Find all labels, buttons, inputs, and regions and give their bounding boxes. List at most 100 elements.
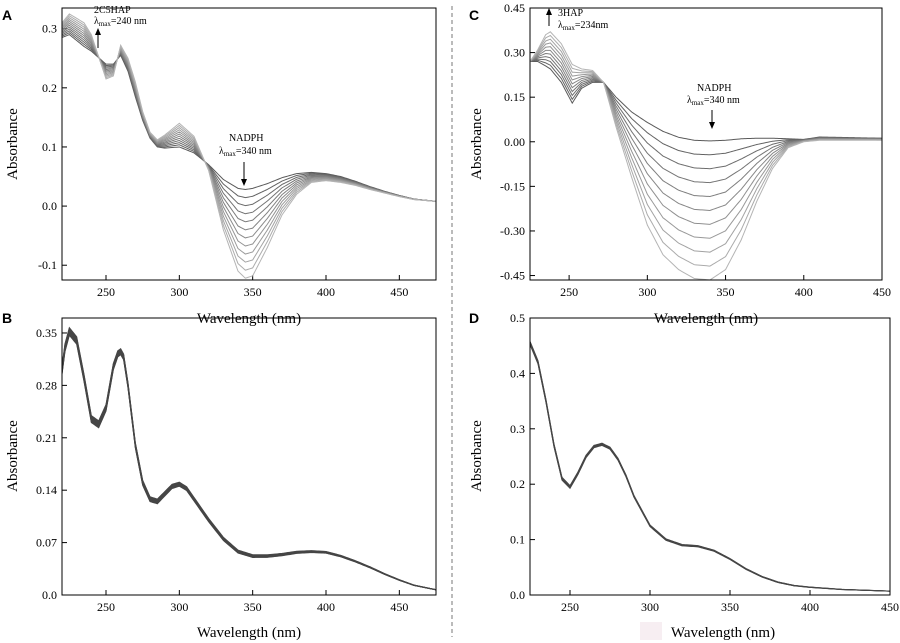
y-tick-label: 0.2 — [510, 477, 525, 491]
x-tick-label: 300 — [170, 285, 188, 299]
spectrum-line — [530, 342, 890, 592]
annotation-nadph: NADPH λmax=340 nm — [687, 83, 740, 129]
spectrum-line — [530, 56, 882, 184]
panel-letter-d: D — [469, 310, 479, 326]
y-tick-label: -0.45 — [500, 269, 525, 283]
y-tick-label: 0.0 — [510, 588, 525, 602]
x-tick-label: 350 — [717, 285, 735, 299]
y-tick-label: 0.15 — [504, 90, 525, 104]
y-tick-label: 0.07 — [36, 536, 57, 550]
x-tick-label: 450 — [390, 285, 408, 299]
y-tick-label: 0.1 — [42, 140, 57, 154]
x-tick-label: 400 — [795, 285, 813, 299]
plot-frame — [529, 317, 891, 596]
spectrum-line — [530, 31, 882, 280]
x-tick-label: 250 — [97, 600, 115, 614]
spectrum-line — [62, 332, 436, 591]
spectrum-line — [530, 343, 890, 592]
annotation-3hap: 3HAP λmax=234nm — [546, 8, 609, 32]
annotation-compound: NADPH — [229, 133, 263, 144]
y-tick-label: 0.45 — [504, 1, 525, 15]
x-tick-label: 350 — [244, 285, 262, 299]
annotation-compound: NADPH — [697, 83, 731, 94]
spectrum-line — [530, 58, 882, 170]
plot-frame — [529, 7, 883, 281]
y-tick-label: 0.2 — [42, 81, 57, 95]
spectrum-line — [530, 344, 890, 592]
y-tick-label: 0.0 — [42, 588, 57, 602]
spectrum-line — [62, 329, 436, 591]
panel-b: B 250 300 350 400 450 0.0 0.07 0.14 0.21 0.28 0.35… — [2, 310, 437, 641]
y-tick-label: 0.4 — [510, 366, 525, 380]
y-axis-label: Absorbance — [469, 420, 485, 492]
annotation-compound: 2C5HAP — [94, 5, 131, 16]
spectrum-line — [62, 333, 436, 591]
x-tick-label: 400 — [801, 600, 819, 614]
y-tick-label: 0.14 — [36, 483, 57, 497]
spectrum-line — [62, 329, 436, 591]
y-axis-label: Absorbance — [5, 420, 21, 492]
spectrum-line — [62, 334, 436, 591]
plot-frame — [61, 7, 437, 281]
panel-letter-b: B — [2, 310, 12, 326]
x-tick-label: 450 — [390, 600, 408, 614]
y-axis-label: Absorbance — [469, 108, 485, 180]
arrowhead-icon — [546, 8, 552, 15]
y-tick-label: 0.21 — [36, 431, 57, 445]
y-tick-label: 0.35 — [36, 326, 57, 340]
x-tick-label: 350 — [721, 600, 739, 614]
annotation-2c5hap: 2C5HAP λmax=240 nm — [94, 5, 147, 48]
x-tick-label: 250 — [560, 285, 578, 299]
x-tick-label: 400 — [317, 600, 335, 614]
plot-frame — [61, 317, 437, 596]
y-tick-label: 0.3 — [42, 22, 57, 36]
y-tick-label: -0.15 — [500, 179, 525, 193]
label-highlight — [640, 622, 662, 640]
spectrum-line — [62, 326, 436, 591]
annotation-compound: 3HAP — [558, 8, 583, 19]
annotation-lambda: λmax=340 nm — [219, 146, 272, 158]
y-tick-label: 0.28 — [36, 378, 57, 392]
x-tick-label: 300 — [641, 600, 659, 614]
panel-a: A 250 300 350 400 450 -0.1 0.0 0.1 0.2 0.3 Wavele… — [2, 5, 437, 327]
x-axis-label: Wavelength (nm) — [671, 625, 775, 641]
arrowhead-icon — [241, 179, 247, 186]
y-tick-label: -0.30 — [500, 224, 525, 238]
x-tick-label: 450 — [881, 600, 899, 614]
y-tick-label: 0.5 — [510, 311, 525, 325]
y-tick-label: 0.1 — [510, 533, 525, 547]
x-tick-label: 450 — [873, 285, 891, 299]
spectrum-line — [62, 327, 436, 591]
spectrum-line — [530, 341, 890, 592]
panel-d: D 250 300 350 400 450 0.0 0.1 0.2 0.3 0.4 0.5 Wave… — [469, 310, 899, 641]
spectrum-line — [62, 331, 436, 591]
annotation-lambda: λmax=234nm — [558, 20, 609, 32]
annotation-lambda: λmax=240 nm — [94, 16, 147, 28]
x-tick-label: 300 — [170, 600, 188, 614]
y-tick-label: 0.00 — [504, 135, 525, 149]
spectrum-line — [62, 34, 436, 202]
y-tick-label: 0.30 — [504, 46, 525, 60]
y-tick-label: 0.3 — [510, 422, 525, 436]
spectrum-line — [530, 343, 890, 592]
spectrum-line — [530, 341, 890, 592]
panel-c: C 250 300 350 400 450 -0.45 -0.30 -0.15 0.00 0.15… — [469, 1, 891, 327]
panel-letter-c: C — [469, 7, 479, 23]
panel-letter-a: A — [2, 7, 12, 23]
annotation-lambda: λmax=340 nm — [687, 95, 740, 107]
x-tick-label: 250 — [97, 285, 115, 299]
y-tick-label: 0.0 — [42, 199, 57, 213]
x-axis-label: Wavelength (nm) — [654, 311, 758, 327]
y-axis-label: Absorbance — [5, 108, 21, 180]
spectrum-line — [62, 330, 436, 591]
x-tick-label: 350 — [244, 600, 262, 614]
spectrum-line — [62, 328, 436, 591]
arrowhead-icon — [709, 122, 715, 129]
x-tick-label: 250 — [561, 600, 579, 614]
arrowhead-icon — [95, 28, 101, 35]
spectrum-line — [62, 13, 436, 279]
x-axis-label: Wavelength (nm) — [197, 311, 301, 327]
spectrum-line — [530, 34, 882, 267]
x-tick-label: 300 — [638, 285, 656, 299]
